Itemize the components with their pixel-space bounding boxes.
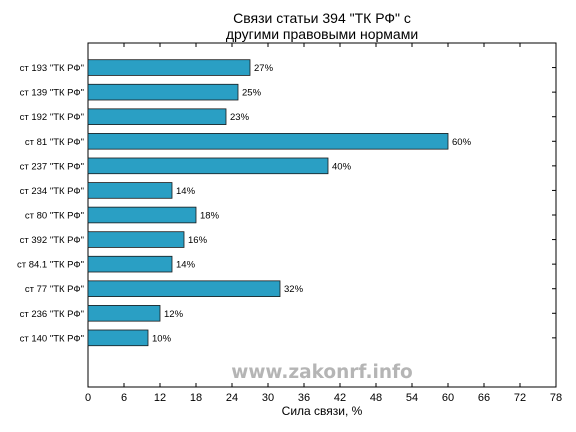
value-label: 32%	[284, 284, 304, 295]
category-label: ст 81 "ТК РФ"	[25, 137, 84, 148]
x-tick-label: 78	[550, 392, 562, 404]
value-labels: 27% 25% 23% 60% 40% 14% 18% 16% 14% 32% 12% 10%	[152, 63, 472, 344]
value-label: 14%	[176, 260, 196, 271]
value-label: 18%	[200, 211, 220, 222]
bar	[87, 231, 185, 248]
value-label: 60%	[452, 137, 472, 148]
bar	[87, 83, 239, 101]
value-label: 23%	[230, 112, 250, 123]
category-label: ст 392 "ТК РФ"	[20, 235, 84, 246]
x-tick-label: 54	[406, 392, 418, 404]
value-label: 12%	[164, 309, 184, 320]
x-tick-label: 36	[298, 392, 310, 404]
x-tick-label: 12	[154, 392, 166, 404]
x-tick-label: 6	[121, 392, 127, 404]
bar	[87, 108, 227, 125]
category-label: ст 234 "ТК РФ"	[20, 186, 84, 197]
x-tick-label: 18	[190, 392, 202, 404]
x-tick-label: 60	[442, 392, 454, 404]
category-label: ст 84.1 "ТК РФ"	[17, 260, 84, 271]
x-tick-label: 66	[478, 392, 490, 404]
value-label: 25%	[242, 88, 262, 99]
value-label: 14%	[176, 186, 196, 197]
category-label: ст 237 "ТК РФ"	[20, 161, 84, 172]
bar	[87, 182, 173, 199]
chart-title-line-2: другими правовыми нормами	[226, 26, 418, 42]
bar	[87, 305, 161, 322]
x-tick-label: 0	[85, 392, 91, 404]
bar	[87, 133, 449, 150]
bar	[87, 157, 329, 175]
x-axis-ticks: 0 6 12 18 24 30 36 42 48 54 60 66 72 78	[85, 43, 562, 404]
value-label: 10%	[152, 333, 172, 344]
category-label: ст 139 "ТК РФ"	[20, 88, 84, 99]
x-tick-label: 24	[226, 392, 238, 404]
value-label: 27%	[254, 63, 274, 74]
x-axis-label: Сила связи, %	[282, 404, 363, 418]
value-label: 16%	[188, 235, 208, 246]
category-label: ст 193 "ТК РФ"	[20, 63, 84, 74]
category-label: ст 77 "ТК РФ"	[25, 284, 84, 295]
x-tick-label: 48	[370, 392, 382, 404]
bar	[87, 255, 173, 273]
x-tick-label: 30	[262, 392, 274, 404]
category-label: ст 80 "ТК РФ"	[25, 211, 84, 222]
category-label: ст 140 "ТК РФ"	[20, 333, 84, 344]
bar	[87, 280, 281, 297]
x-tick-label: 42	[334, 392, 346, 404]
category-label: ст 236 "ТК РФ"	[20, 309, 84, 320]
bar	[87, 206, 197, 224]
bar	[87, 59, 251, 76]
y-axis-ticks	[88, 67, 556, 339]
category-label: ст 192 "ТК РФ"	[20, 112, 84, 123]
chart-title-line-1: Связи статьи 394 "ТК РФ" с	[233, 10, 411, 26]
x-tick-label: 72	[514, 392, 526, 404]
bars	[87, 59, 449, 347]
category-labels: ст 193 "ТК РФ" ст 139 "ТК РФ" ст 192 "ТК Р…	[17, 63, 84, 344]
value-label: 40%	[332, 161, 352, 172]
bar	[87, 329, 149, 347]
watermark-logo: www.zakonrf.info	[231, 362, 413, 383]
